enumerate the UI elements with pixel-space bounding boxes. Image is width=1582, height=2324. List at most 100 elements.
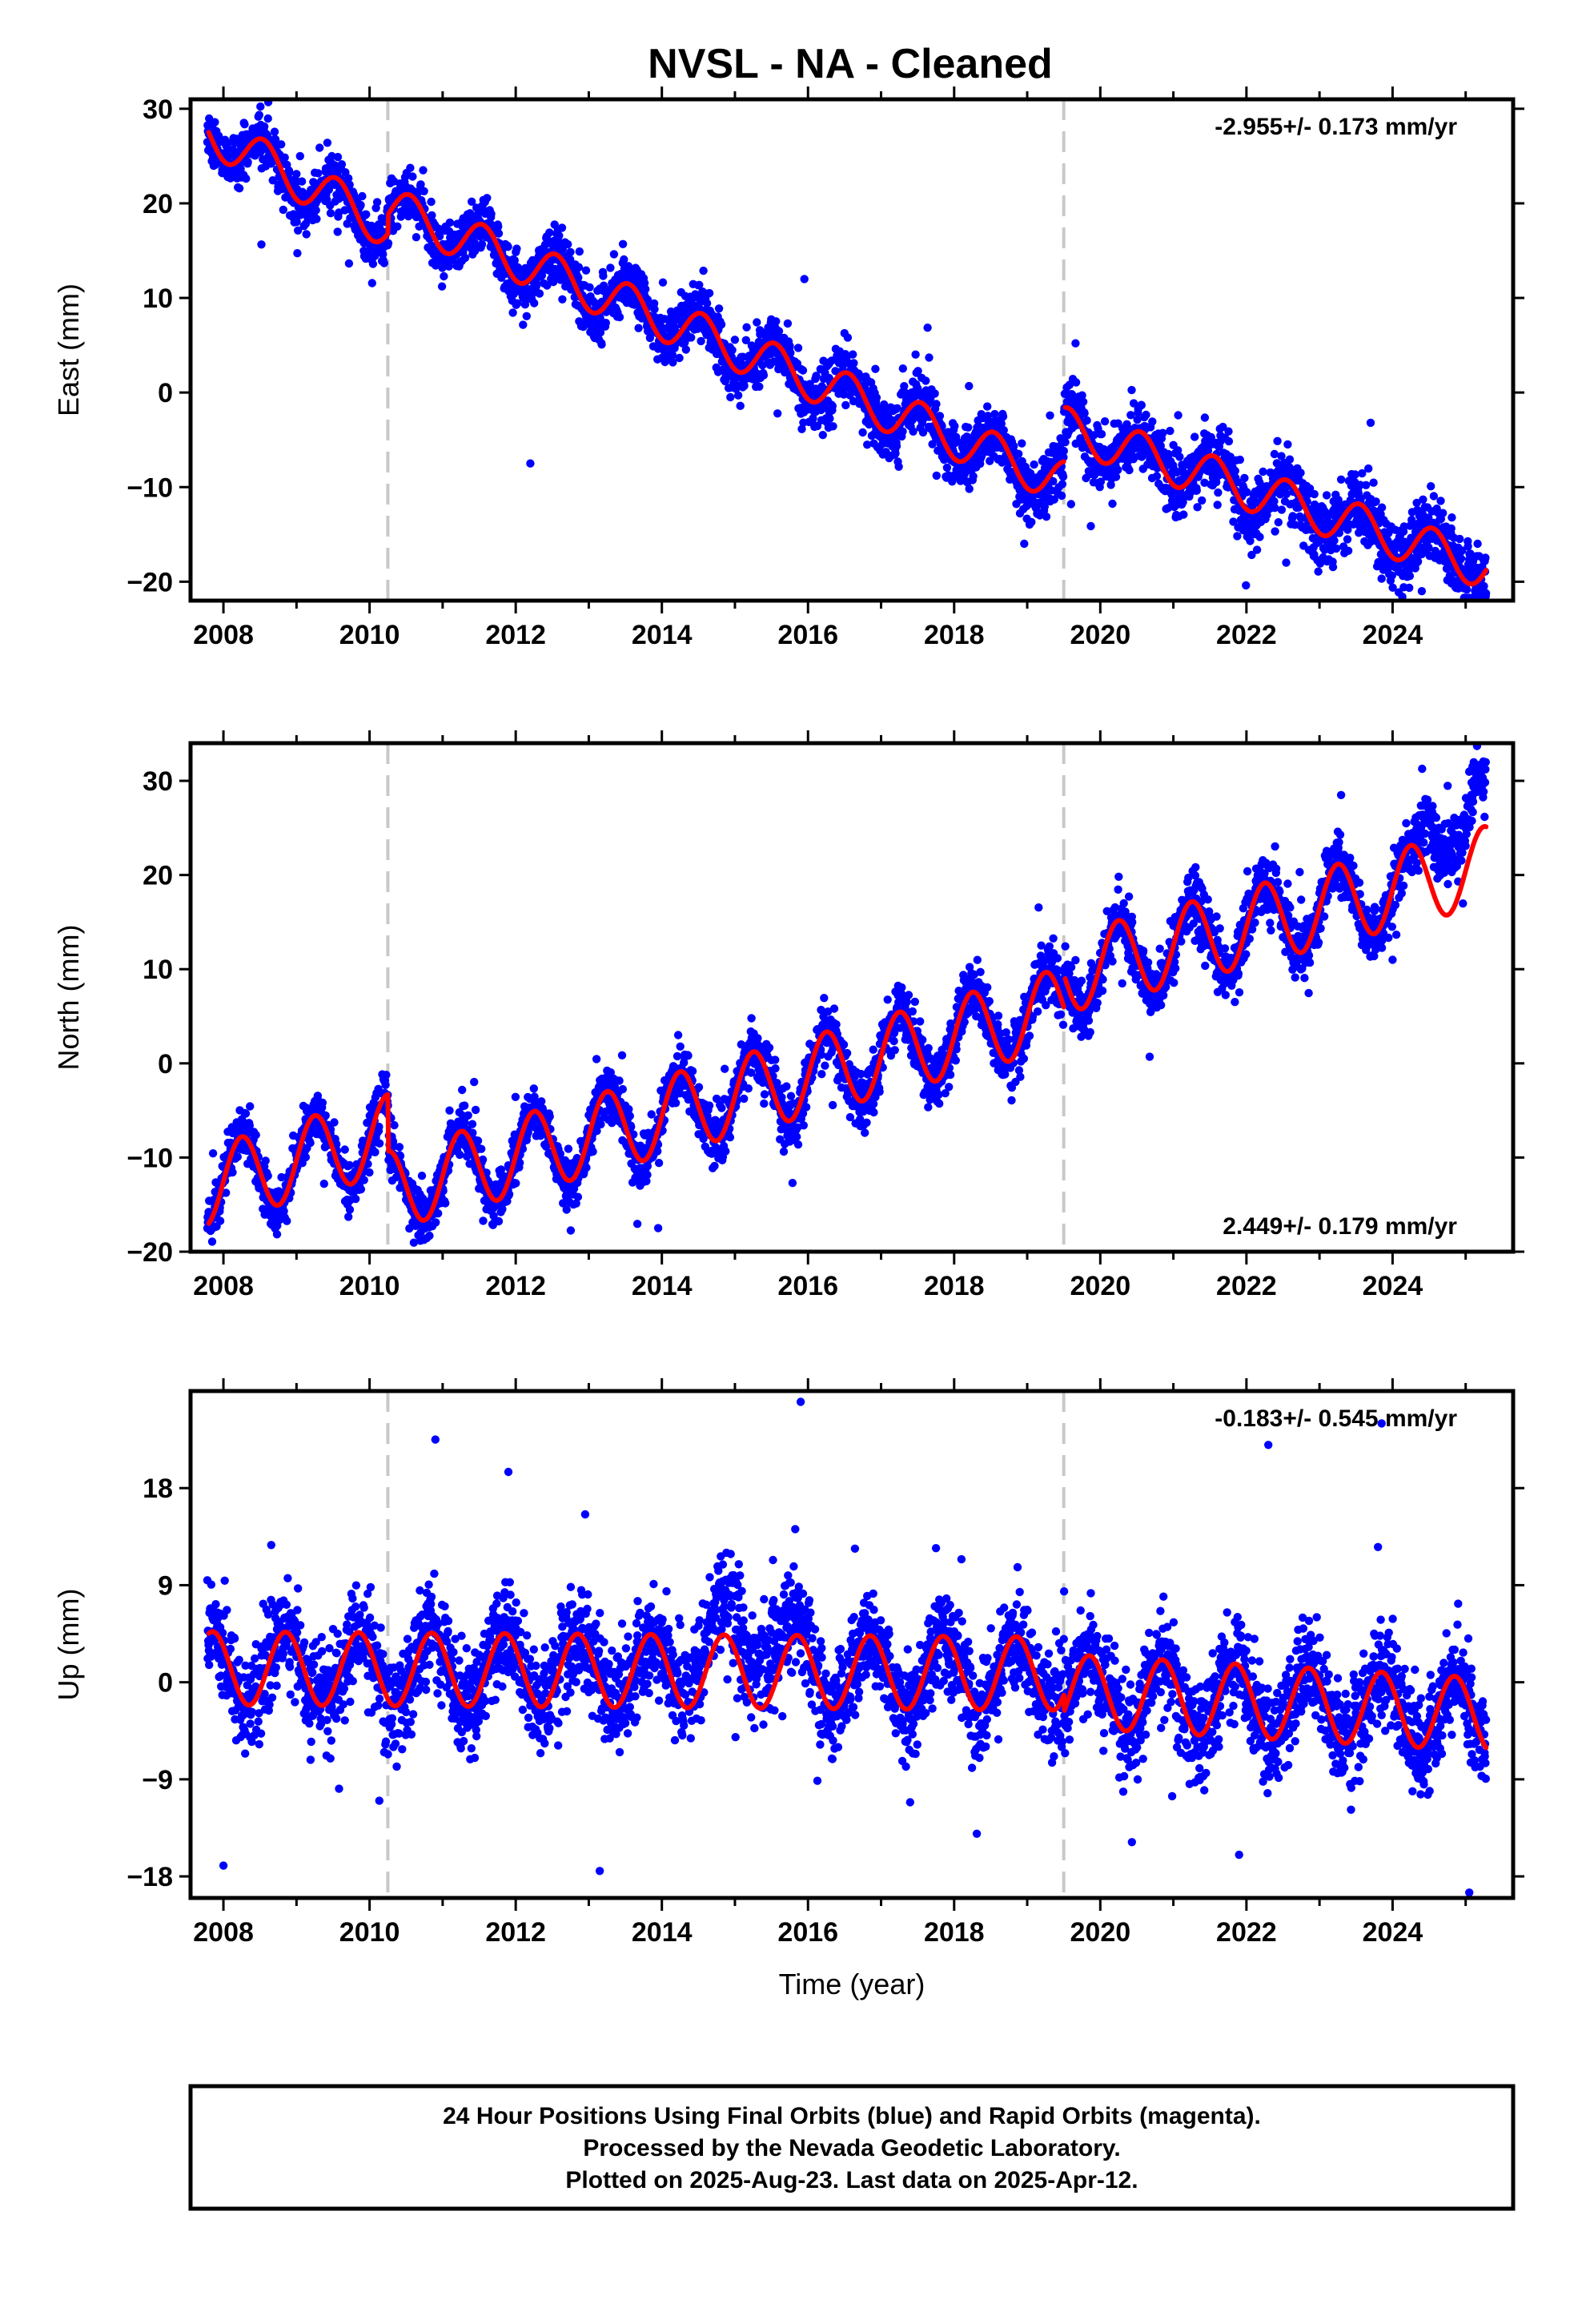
data-point — [997, 419, 1006, 428]
data-point — [302, 230, 311, 239]
data-point — [1058, 480, 1067, 489]
data-point — [382, 1071, 391, 1080]
data-point — [440, 271, 448, 281]
data-point — [333, 152, 343, 162]
data-point — [839, 390, 849, 399]
data-point — [759, 371, 769, 380]
x-tick-label: 2010 — [339, 620, 400, 650]
data-point — [464, 1111, 472, 1120]
data-point — [207, 1237, 217, 1246]
data-point — [471, 1105, 480, 1115]
data-point — [687, 333, 696, 342]
data-point — [645, 333, 655, 343]
data-point — [741, 336, 750, 344]
data-point — [1080, 408, 1089, 418]
data-point — [965, 485, 974, 493]
data-point — [494, 1216, 504, 1226]
data-point — [733, 391, 743, 400]
data-point — [1336, 475, 1346, 484]
data-point — [1175, 452, 1184, 461]
data-point — [1059, 446, 1069, 456]
data-point — [444, 262, 453, 271]
data-point — [368, 259, 378, 268]
data-point — [740, 381, 749, 390]
data-point — [1192, 486, 1202, 495]
data-point — [435, 231, 444, 241]
data-point — [1405, 572, 1415, 581]
data-point — [417, 1172, 427, 1180]
data-point — [438, 263, 447, 272]
data-point — [356, 1184, 366, 1194]
y-tick-label: 0 — [158, 378, 173, 408]
data-point — [1377, 574, 1386, 583]
data-point — [1447, 524, 1456, 533]
data-point — [872, 393, 881, 402]
y-tick-label: 20 — [143, 189, 173, 219]
data-point — [1179, 510, 1188, 519]
data-point — [477, 239, 487, 249]
data-point — [1224, 436, 1234, 446]
data-point — [1377, 503, 1387, 512]
data-point — [909, 427, 917, 436]
data-point — [513, 299, 522, 308]
data-point — [483, 194, 492, 203]
data-point — [1026, 468, 1035, 478]
data-point — [641, 284, 650, 294]
data-point — [558, 295, 567, 304]
data-point — [893, 404, 901, 412]
data-point — [208, 1149, 218, 1158]
data-point — [1282, 558, 1291, 567]
data-point — [272, 1230, 282, 1239]
data-point — [1331, 544, 1341, 553]
data-point — [738, 352, 748, 361]
data-point — [599, 281, 608, 290]
data-point — [344, 259, 354, 268]
data-point — [1166, 426, 1174, 436]
data-point — [257, 240, 266, 249]
data-point — [1100, 417, 1110, 426]
data-point — [512, 244, 521, 253]
data-point — [932, 400, 941, 408]
data-point — [898, 427, 907, 436]
data-point — [841, 400, 850, 410]
data-point — [1419, 495, 1427, 504]
data-point — [277, 140, 286, 149]
y-axis-label: East (mm) — [52, 283, 85, 416]
data-point — [1462, 585, 1472, 594]
data-point — [1058, 472, 1068, 481]
data-point — [793, 344, 803, 352]
data-point — [1198, 496, 1207, 505]
data-point — [326, 209, 335, 218]
data-point — [456, 1150, 464, 1160]
data-point — [263, 114, 272, 123]
data-point — [1464, 542, 1472, 551]
data-point — [891, 448, 900, 458]
data-point — [849, 359, 858, 368]
outlier-point — [526, 459, 535, 468]
data-point — [736, 401, 745, 410]
data-point — [581, 266, 591, 275]
x-tick-label: 2022 — [1216, 620, 1277, 650]
data-point — [428, 211, 436, 220]
y-tick-label: −20 — [126, 567, 173, 597]
data-point — [358, 191, 367, 201]
data-point — [983, 412, 993, 420]
data-point — [458, 1085, 467, 1095]
data-point — [371, 1148, 379, 1157]
data-point — [911, 350, 920, 359]
data-point — [240, 120, 249, 129]
data-point — [291, 177, 300, 186]
data-point — [564, 239, 572, 249]
data-point — [1200, 413, 1210, 422]
data-point — [1174, 411, 1182, 420]
data-point — [314, 169, 323, 178]
x-tick-label: 2024 — [1363, 620, 1423, 650]
data-point — [1108, 499, 1117, 509]
data-point — [680, 308, 689, 316]
data-point — [1086, 521, 1095, 531]
data-point — [705, 288, 714, 298]
data-point — [295, 151, 304, 161]
data-point — [863, 440, 872, 449]
data-point — [494, 222, 503, 231]
data-point — [301, 1152, 311, 1162]
